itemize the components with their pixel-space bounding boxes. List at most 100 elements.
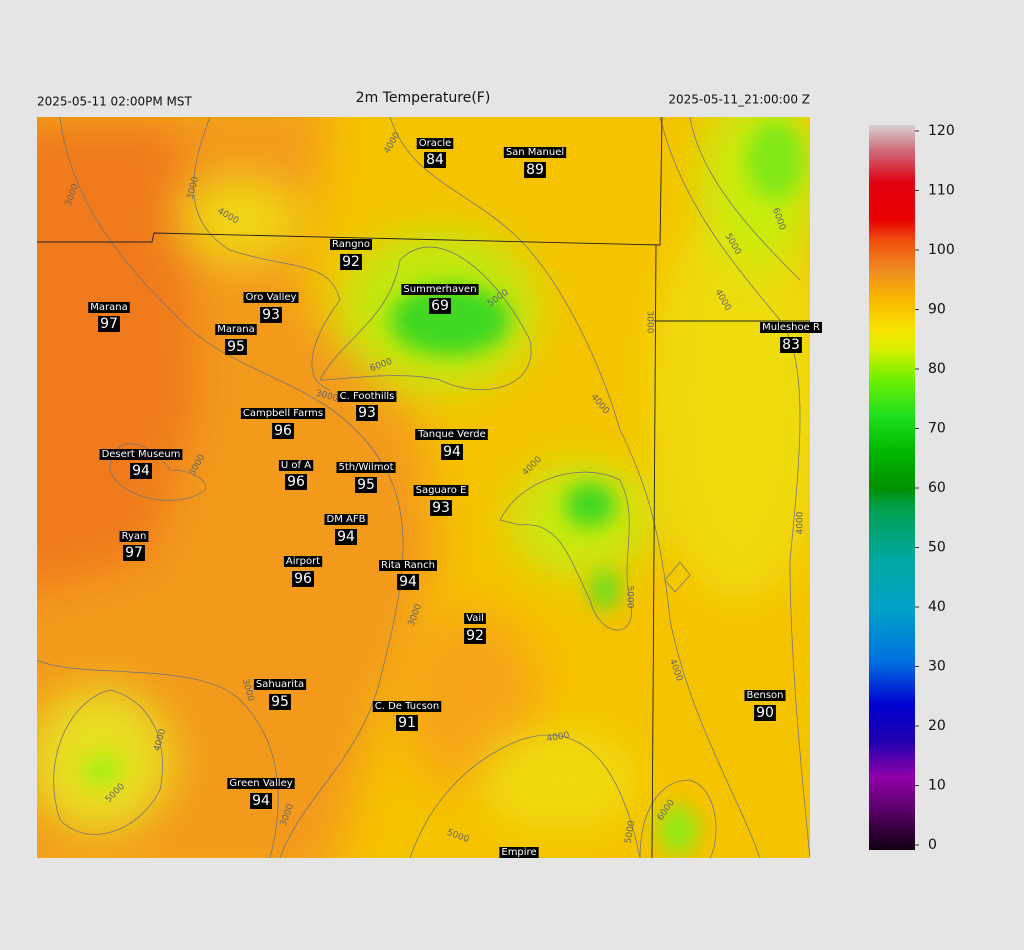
station-value: 69	[431, 298, 449, 314]
colorbar-tick-label: 60	[928, 480, 946, 496]
station-name-bg	[415, 429, 488, 440]
colorbar-tick-label: 110	[928, 183, 955, 199]
colorbar-tick-label: 70	[928, 421, 946, 437]
colorbar-tick-label: 10	[928, 778, 946, 794]
station: Rita Ranch 94	[379, 560, 437, 590]
station-name: Ryan	[122, 531, 147, 542]
contour-label: 3000	[645, 311, 655, 334]
station-name: C. Foothills	[340, 391, 395, 402]
station-value-bg	[754, 705, 776, 721]
map	[37, 117, 810, 858]
station: San Manuel 89	[503, 147, 567, 178]
colorbar-tick-label: 90	[928, 302, 946, 318]
station-value-bg	[285, 474, 307, 490]
station-value: 89	[526, 162, 544, 178]
station-value: 84	[426, 152, 444, 168]
station: 5th/Wilmot 95	[336, 462, 396, 493]
contour-label: 5000	[625, 586, 635, 609]
station-value: 94	[252, 793, 270, 809]
colorbar	[869, 125, 915, 850]
station-name-bg	[88, 302, 130, 313]
colorbar-tick-label: 40	[928, 599, 946, 615]
station: Desert Museum 94	[99, 449, 183, 479]
station-name: Sahuarita	[256, 679, 304, 690]
station-value-bg	[356, 405, 378, 421]
station-name: Desert Museum	[102, 449, 181, 460]
colorbar-ticks: 0 10 20 30 40 50 60 70 80 90 100 110 120	[915, 123, 955, 853]
station-value-bg	[524, 162, 546, 178]
station-value-bg	[272, 423, 294, 439]
station-value-bg	[396, 715, 418, 731]
station-value-bg	[225, 339, 247, 355]
station-name: C. De Tucson	[375, 701, 439, 712]
station-name: Campbell Farms	[243, 408, 323, 419]
station-value: 92	[342, 254, 360, 270]
station: Empire	[499, 847, 539, 858]
station-value-bg	[123, 545, 145, 561]
contour-label: 4000	[796, 511, 806, 534]
station: Marana 97	[88, 302, 130, 332]
temperature-field	[37, 117, 810, 858]
valid-utc-time: 2025-05-11_21:00:00 Z	[668, 93, 810, 107]
station-value: 95	[227, 339, 245, 355]
station-value: 95	[357, 477, 375, 493]
station-name-bg	[283, 556, 323, 567]
station-name-bg	[503, 147, 567, 158]
station: C. De Tucson 91	[372, 701, 442, 731]
station-name-bg	[99, 449, 183, 460]
station: Airport 96	[283, 556, 323, 587]
station-name: Oro Valley	[246, 292, 297, 303]
station-name-bg	[760, 322, 822, 333]
station-name: Saguaro E	[416, 485, 467, 496]
station-name: U of A	[281, 460, 311, 471]
station-value: 91	[398, 715, 416, 731]
station-name-bg	[401, 284, 479, 295]
colorbar-tick-label: 30	[928, 659, 946, 675]
station-name: Rita Ranch	[381, 560, 435, 571]
colorbar-tick-label: 120	[928, 123, 955, 139]
cool-areas	[82, 120, 803, 855]
station-name: Vail	[466, 613, 484, 624]
station-name: San Manuel	[506, 147, 564, 158]
station-name-bg	[413, 485, 469, 496]
valid-local-time: 2025-05-11 02:00PM MST	[37, 95, 193, 109]
station-name-bg	[240, 408, 326, 419]
station-value-bg	[250, 793, 272, 809]
station: Campbell Farms 96	[240, 408, 326, 439]
station-value: 94	[443, 444, 461, 460]
station-name-bg	[215, 324, 257, 335]
station: Benson 90	[744, 690, 786, 721]
station-value: 92	[466, 628, 484, 644]
station-name: Marana	[90, 302, 127, 313]
station: Muleshoe R 83	[760, 322, 822, 353]
station: Sahuarita 95	[253, 679, 307, 710]
station-value-bg	[260, 307, 282, 323]
station-name: Summerhaven	[403, 284, 476, 295]
station-name-bg	[499, 847, 539, 858]
station-value-bg	[269, 694, 291, 710]
station-name-bg	[253, 679, 307, 690]
station-value-bg	[98, 316, 120, 332]
station: Tanque Verde 94	[415, 429, 488, 460]
station: Saguaro E 93	[413, 485, 469, 516]
station-value: 96	[294, 571, 312, 587]
station-name-bg	[119, 531, 149, 542]
station-name: Airport	[286, 556, 320, 567]
station-value-bg	[355, 477, 377, 493]
station-value-bg	[424, 152, 446, 168]
station-value-bg	[335, 529, 357, 545]
station-name: Marana	[217, 324, 254, 335]
station-value-bg	[340, 254, 362, 270]
station-value-bg	[441, 444, 463, 460]
colorbar-tick-label: 80	[928, 361, 946, 377]
station-name: 5th/Wilmot	[339, 462, 394, 473]
station-value-bg	[464, 628, 486, 644]
station-name-bg	[744, 690, 786, 701]
map-title: 2m Temperature(F)	[356, 90, 491, 106]
station-name-bg	[227, 778, 295, 789]
station-value: 94	[337, 529, 355, 545]
station-value: 97	[100, 316, 118, 332]
station-value: 93	[262, 307, 280, 323]
station-value-bg	[130, 463, 152, 479]
